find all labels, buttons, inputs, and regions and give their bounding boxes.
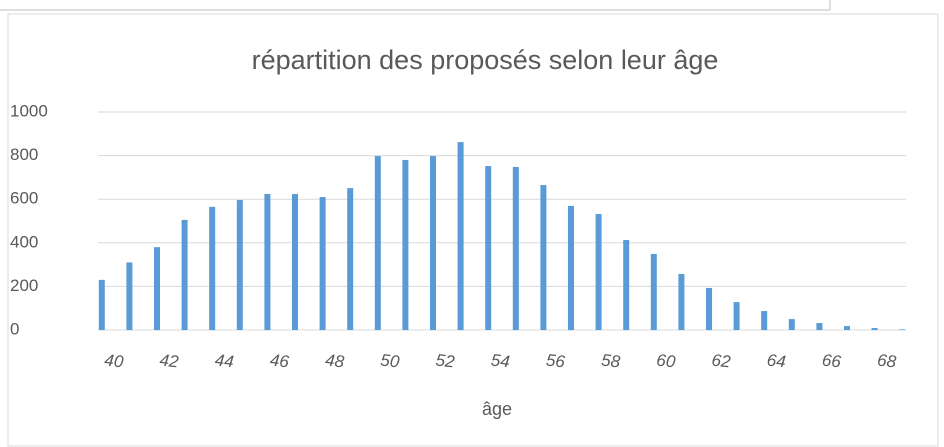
bar — [706, 287, 712, 330]
bar — [761, 311, 768, 330]
bar — [788, 319, 795, 330]
x-tick-label: 66 — [821, 351, 842, 372]
bar — [595, 214, 602, 330]
bar — [816, 323, 823, 330]
bar — [540, 185, 547, 330]
x-tick-label: 56 — [545, 351, 566, 372]
bar — [623, 239, 630, 330]
chart-title: répartition des proposés selon leur âge — [252, 45, 719, 75]
bar — [402, 159, 409, 330]
bar — [347, 188, 354, 330]
bar — [181, 219, 188, 330]
bar — [457, 142, 464, 330]
y-tick-label: 600 — [10, 189, 38, 208]
bar — [678, 273, 685, 330]
x-tick-label: 54 — [490, 351, 511, 372]
bar — [264, 193, 271, 330]
x-tick-label: 62 — [711, 351, 732, 372]
bar — [236, 200, 243, 330]
x-tick-label: 64 — [766, 351, 787, 372]
y-tick-label: 1000 — [10, 101, 48, 120]
bar — [292, 193, 298, 330]
bar — [844, 326, 850, 330]
bar — [209, 206, 216, 330]
bar — [374, 156, 381, 330]
x-tick-label: 52 — [435, 351, 456, 372]
bar — [650, 253, 657, 330]
bar — [430, 156, 436, 330]
bar — [126, 262, 133, 330]
bar — [899, 329, 906, 330]
x-tick-label: 48 — [324, 351, 345, 372]
y-tick-label: 200 — [10, 276, 38, 295]
x-tick-label: 60 — [656, 351, 677, 372]
x-tick-label: 58 — [600, 351, 621, 372]
x-tick-label: 68 — [876, 351, 897, 372]
bar — [319, 197, 326, 330]
y-tick-label: 0 — [10, 319, 19, 338]
x-tick-label: 42 — [159, 351, 180, 372]
bar — [154, 247, 160, 330]
bar — [871, 328, 878, 330]
bar — [733, 302, 740, 330]
x-tick-label: 44 — [214, 351, 235, 372]
x-tick-label: 50 — [380, 351, 401, 372]
bar — [568, 205, 574, 330]
y-tick-label: 800 — [10, 145, 38, 164]
x-tick-label: 40 — [104, 351, 125, 372]
chart-frame — [7, 13, 939, 447]
bar — [512, 166, 519, 330]
x-axis-label: âge — [482, 399, 512, 419]
y-tick-label: 400 — [10, 232, 38, 251]
x-tick-label: 46 — [269, 351, 290, 372]
bar — [98, 279, 105, 330]
bar — [485, 166, 492, 330]
